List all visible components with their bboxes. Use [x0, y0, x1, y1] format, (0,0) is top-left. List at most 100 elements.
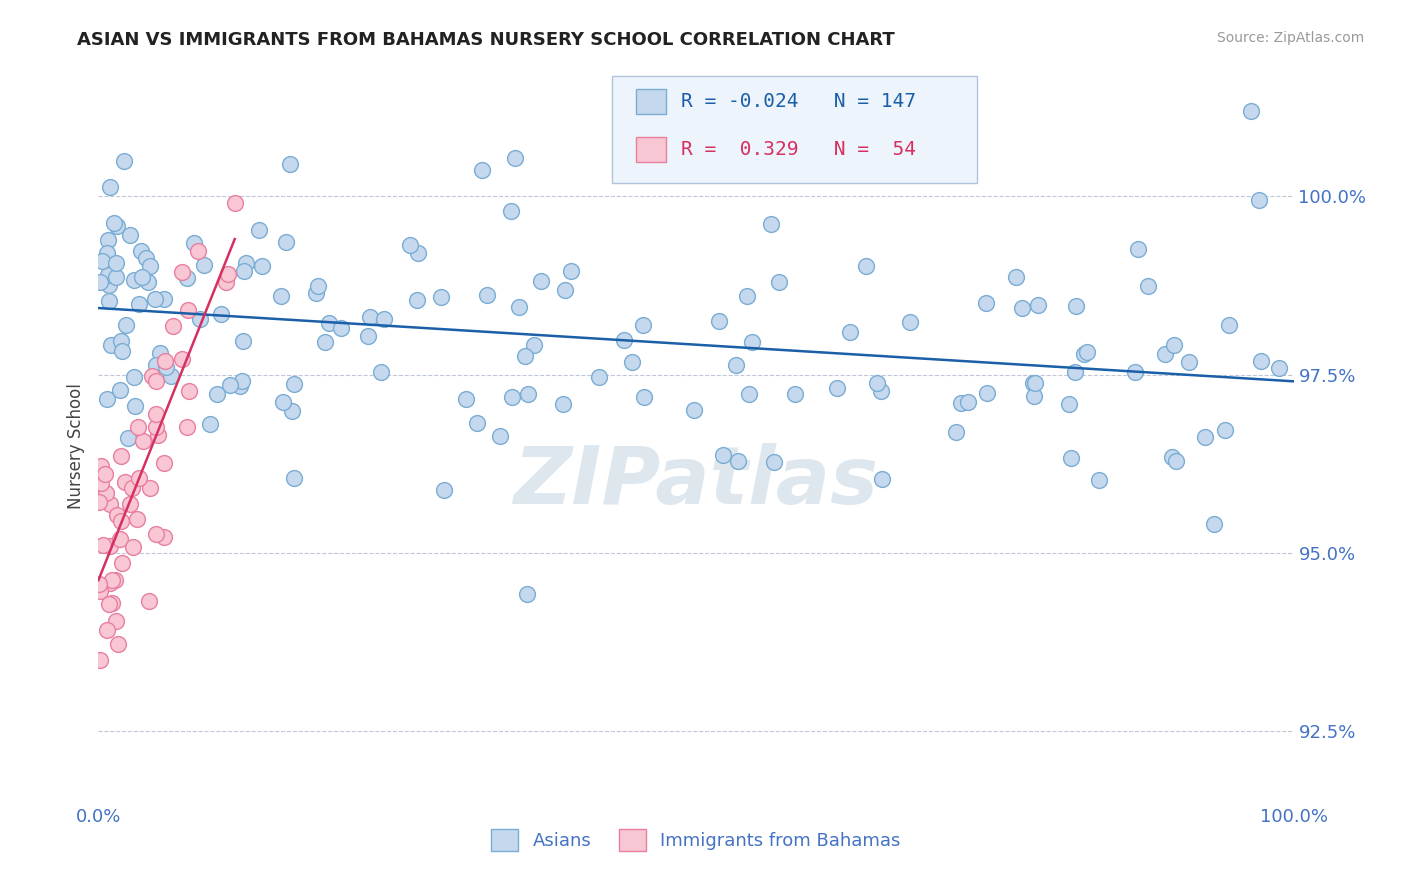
Point [1213, 423, 1236, 437]
Point [96, 623, 118, 637]
Point [128, 297, 150, 311]
Point [111, 556, 134, 570]
Point [111, 343, 134, 358]
Point [1022, 376, 1045, 390]
Point [101, 574, 124, 588]
Point [143, 292, 166, 306]
Point [974, 295, 997, 310]
Point [683, 403, 706, 417]
Point [98, 539, 121, 553]
Point [87, 495, 110, 509]
Point [107, 637, 129, 651]
Point [1026, 298, 1049, 312]
Point [145, 526, 167, 541]
Point [141, 369, 163, 384]
Point [96, 392, 118, 406]
Point [129, 244, 152, 259]
Point [124, 273, 146, 287]
Point [127, 419, 149, 434]
Point [105, 614, 128, 628]
Point [138, 594, 160, 608]
Point [145, 374, 167, 388]
Point [193, 258, 215, 272]
Point [631, 318, 654, 332]
Point [153, 292, 176, 306]
Point [131, 270, 153, 285]
Point [250, 259, 273, 273]
Point [172, 352, 194, 367]
Point [122, 540, 145, 554]
Point [1267, 360, 1289, 375]
Point [1154, 347, 1177, 361]
Point [357, 329, 380, 343]
Point [359, 310, 381, 325]
Point [554, 283, 576, 297]
Point [124, 400, 146, 414]
Point [1022, 389, 1045, 403]
Point [105, 508, 128, 523]
Point [949, 395, 972, 409]
Point [503, 151, 526, 165]
Point [118, 497, 141, 511]
Point [103, 216, 125, 230]
Point [956, 395, 979, 409]
Point [247, 223, 270, 237]
Point [176, 271, 198, 285]
Point [399, 238, 422, 252]
Point [305, 285, 328, 300]
Point [825, 381, 848, 395]
Point [1059, 451, 1081, 466]
Point [1240, 103, 1263, 118]
Text: R =  0.329   N =  54: R = 0.329 N = 54 [681, 140, 915, 160]
Point [146, 427, 169, 442]
Point [122, 370, 145, 384]
Point [110, 449, 132, 463]
Point [1073, 346, 1095, 360]
Point [1125, 365, 1147, 379]
Point [94, 491, 117, 506]
Point [278, 157, 301, 171]
Point [114, 475, 136, 490]
Point [98, 179, 121, 194]
Point [152, 456, 174, 470]
Point [89, 653, 111, 667]
Point [1088, 473, 1111, 487]
Point [839, 326, 862, 340]
Point [205, 387, 228, 401]
Point [330, 321, 353, 335]
Point [283, 471, 305, 485]
Point [976, 386, 998, 401]
Point [108, 532, 131, 546]
Point [1064, 365, 1087, 379]
Point [162, 318, 184, 333]
Point [235, 256, 257, 270]
Point [128, 470, 150, 484]
Point [318, 316, 340, 330]
Point [155, 359, 177, 374]
Point [1194, 430, 1216, 444]
Point [110, 384, 132, 398]
Point [724, 358, 747, 372]
Point [117, 431, 139, 445]
Point [1005, 269, 1028, 284]
Point [475, 287, 498, 301]
Point [172, 265, 194, 279]
Text: ASIAN VS IMMIGRANTS FROM BAHAMAS NURSERY SCHOOL CORRELATION CHART: ASIAN VS IMMIGRANTS FROM BAHAMAS NURSERY… [77, 31, 896, 49]
Point [271, 394, 294, 409]
Point [153, 353, 176, 368]
Point [1136, 278, 1159, 293]
Point [110, 334, 132, 349]
Point [516, 387, 538, 401]
Point [1163, 338, 1185, 352]
Point [209, 308, 232, 322]
Point [112, 154, 135, 169]
Point [633, 390, 655, 404]
Point [741, 335, 763, 350]
Point [1177, 355, 1199, 369]
Point [283, 376, 305, 391]
Point [232, 264, 254, 278]
Point [560, 264, 582, 278]
Point [523, 338, 546, 352]
Point [727, 454, 749, 468]
Point [98, 293, 121, 308]
